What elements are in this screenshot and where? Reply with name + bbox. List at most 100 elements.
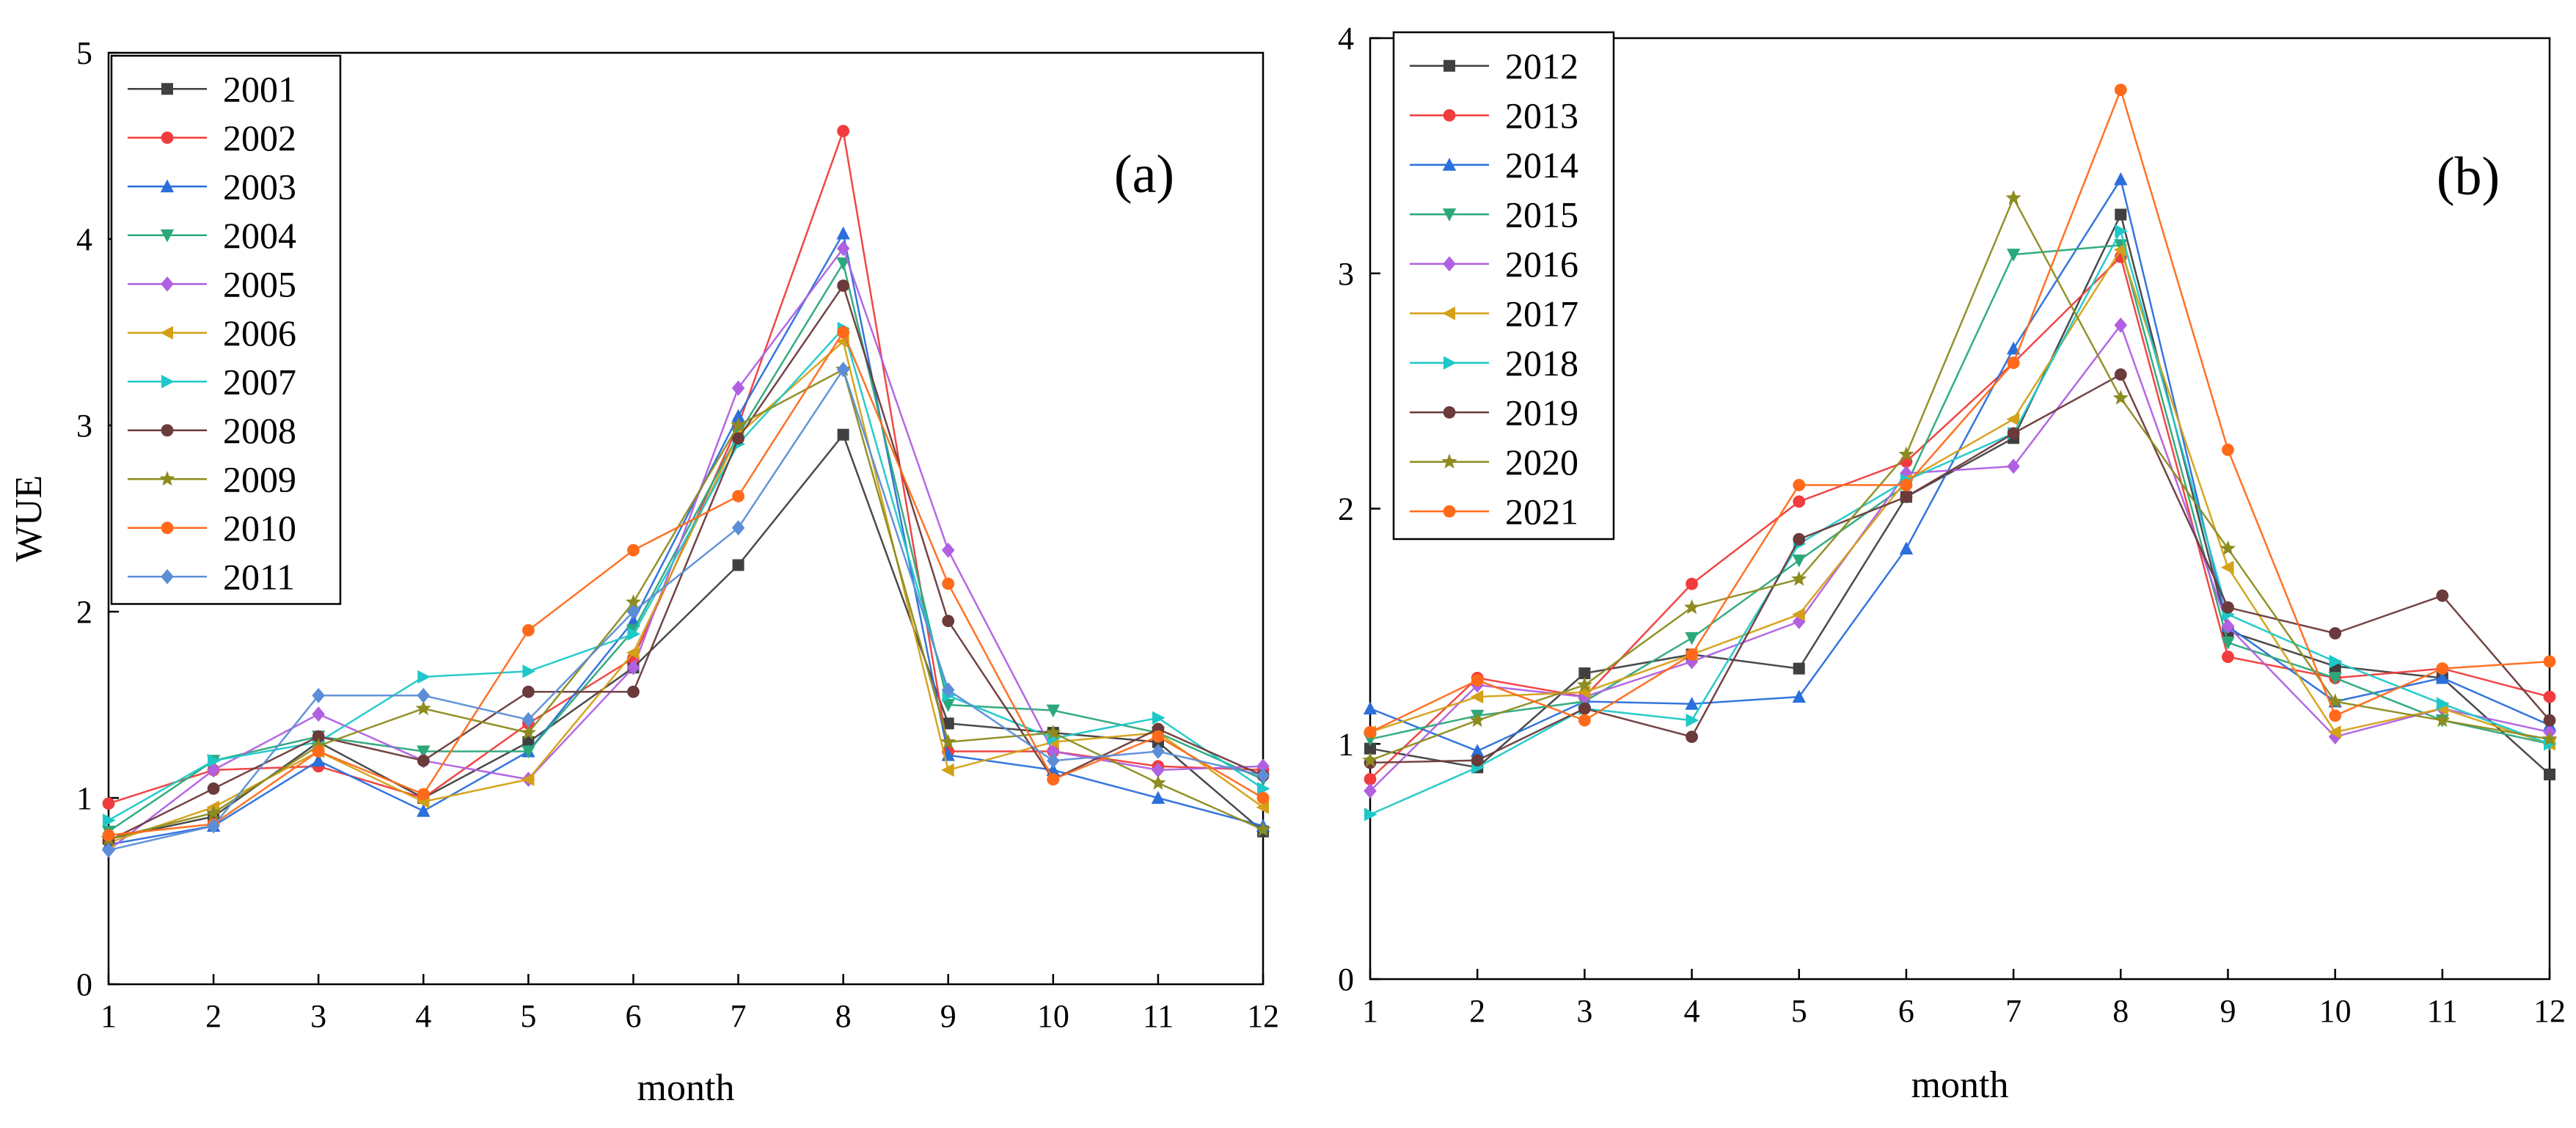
- data-point: [102, 829, 115, 842]
- data-point: [1791, 571, 1807, 586]
- series-line: [108, 285, 1264, 842]
- data-point: [311, 753, 326, 767]
- x-tick-label: 5: [1791, 993, 1807, 1029]
- legend-item: 2017: [1410, 293, 1578, 334]
- data-point: [941, 682, 955, 698]
- data-point: [522, 711, 535, 728]
- x-tick-label: 9: [940, 998, 956, 1034]
- data-point: [417, 670, 431, 684]
- legend-marker: [161, 568, 174, 585]
- data-point: [2221, 618, 2235, 634]
- x-tick-label: 11: [1143, 998, 1174, 1034]
- data-point: [2222, 443, 2234, 456]
- data-point: [941, 699, 955, 712]
- data-point: [2329, 627, 2342, 640]
- legend-box: [1392, 31, 1615, 541]
- series-line: [108, 247, 1264, 852]
- x-tick-label: 1: [1362, 993, 1378, 1029]
- legend-label: 2017: [1505, 293, 1578, 334]
- series-line: [108, 232, 1264, 846]
- legend-label: 2019: [1505, 392, 1578, 433]
- y-tick-label: 5: [76, 35, 92, 71]
- y-axis-title: WUE: [8, 475, 50, 562]
- legend-item: 2018: [1410, 343, 1578, 384]
- legend-label: 2010: [223, 508, 296, 549]
- x-tick-label: 6: [625, 998, 641, 1034]
- x-tick-label: 4: [1684, 993, 1700, 1029]
- data-point: [2543, 714, 2556, 727]
- data-point: [1152, 730, 1165, 743]
- data-point: [1045, 724, 1061, 740]
- chart-panel-a: 1 2 3 4 5 6 7 8 9 10 11 12012345monthWUE(a)20012002…: [8, 35, 1279, 1109]
- data-point: [1576, 676, 1592, 692]
- panel-label: (a): [1114, 144, 1174, 205]
- x-axis-title: month: [637, 1067, 735, 1109]
- legend-marker: [159, 471, 175, 486]
- x-tick-label: 9: [2220, 993, 2236, 1029]
- legend-label: 2018: [1505, 343, 1578, 384]
- legend-marker: [161, 521, 174, 535]
- data-point: [1470, 689, 1484, 704]
- legend-label: 2005: [223, 263, 296, 304]
- data-point: [2436, 589, 2449, 602]
- data-point: [103, 813, 116, 827]
- data-point: [1364, 742, 1376, 755]
- legend-label: 2008: [223, 410, 296, 451]
- data-point: [1792, 614, 1806, 629]
- data-point: [1792, 554, 1806, 568]
- data-point: [732, 490, 744, 502]
- data-point: [1685, 697, 1699, 710]
- legend-item: 2008: [128, 410, 296, 451]
- data-point: [1898, 446, 1914, 461]
- plot-frame: [107, 51, 1265, 986]
- legend-label: 2009: [223, 458, 296, 499]
- data-point: [2114, 368, 2127, 381]
- data-point: [1257, 782, 1270, 796]
- data-point: [2543, 655, 2556, 668]
- data-point: [2006, 412, 2020, 426]
- data-point: [522, 685, 535, 698]
- legend-item: 2014: [1410, 144, 1578, 186]
- data-point: [1578, 667, 1591, 680]
- data-point: [1255, 821, 1271, 837]
- legend-marker: [1442, 208, 1457, 221]
- data-point: [1362, 752, 1378, 767]
- data-point: [2114, 84, 2127, 96]
- series-line: [108, 331, 1264, 837]
- legend-marker: [161, 276, 174, 292]
- y-tick-label: 3: [1338, 256, 1354, 292]
- data-point: [626, 645, 640, 660]
- series-line: [1369, 244, 2550, 745]
- data-point: [730, 417, 747, 433]
- data-point: [1364, 807, 1377, 821]
- legend-label: 2002: [223, 117, 296, 158]
- x-tick-label: 4: [415, 998, 431, 1034]
- data-point: [1683, 599, 1700, 615]
- legend-label: 2006: [223, 312, 296, 354]
- legend-item: 2004: [128, 215, 296, 256]
- data-point: [731, 520, 745, 536]
- data-point: [1686, 730, 1698, 744]
- series-2010: [102, 326, 1270, 842]
- data-point: [2007, 458, 2020, 475]
- data-point: [942, 577, 955, 590]
- y-tick-label: 2: [1338, 491, 1354, 527]
- data-point: [837, 326, 850, 339]
- data-point: [522, 664, 535, 678]
- x-tick-label: 1: [100, 998, 117, 1034]
- data-point: [1685, 631, 1699, 645]
- data-point: [1793, 479, 1806, 491]
- legend-item: 2013: [1410, 95, 1578, 136]
- y-tick-label: 4: [1338, 21, 1354, 56]
- panel-label: (b): [2437, 147, 2500, 207]
- legend-marker: [1443, 59, 1455, 72]
- series-line: [1369, 178, 2550, 752]
- series-line: [108, 368, 1264, 840]
- y-tick-label: 0: [76, 967, 92, 1003]
- data-point: [1793, 532, 1806, 546]
- data-point: [1047, 752, 1060, 769]
- data-point: [2007, 427, 2020, 440]
- chart-panel-b: 1 2 3 4 5 6 7 8 9 10 11 1201234month(b)201220132014…: [1338, 21, 2566, 1106]
- series-line: [1369, 373, 2550, 764]
- data-point: [2115, 224, 2128, 238]
